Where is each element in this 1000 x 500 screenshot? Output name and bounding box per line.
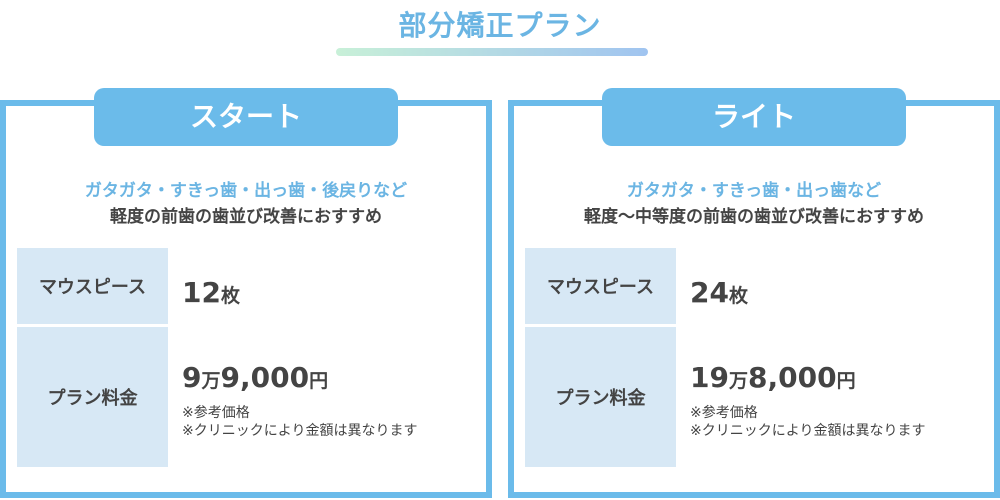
plan-card-start: ガタガタ・すきっ歯・出っ歯・後戻りなど 軽度の前歯の歯並び改善におすすめ マウス…	[0, 100, 492, 498]
title-underline	[336, 48, 648, 56]
mouthpiece-count: 12枚	[182, 276, 240, 309]
price-label: プラン料金	[525, 327, 676, 467]
plan-recommend: 軽度の前歯の歯並び改善におすすめ	[110, 207, 382, 227]
plan-name-light: ライト	[602, 88, 906, 146]
plan-name-start: スタート	[94, 88, 398, 146]
plan-price: 9万9,000円	[182, 361, 329, 394]
price-note: ※参考価格 ※クリニックにより金額は異なります	[182, 405, 418, 439]
mouthpiece-label: マウスピース	[17, 248, 168, 324]
plan-price: 19万8,000円	[690, 361, 856, 394]
mouthpiece-count: 24枚	[690, 276, 748, 309]
price-label: プラン料金	[17, 327, 168, 467]
page-title: 部分矯正プラン	[398, 9, 602, 42]
plan-recommend: 軽度〜中等度の前歯の歯並び改善におすすめ	[584, 207, 924, 227]
mouthpiece-label: マウスピース	[525, 248, 676, 324]
plan-features: ガタガタ・すきっ歯・出っ歯・後戻りなど	[84, 181, 408, 201]
price-note: ※参考価格 ※クリニックにより金額は異なります	[690, 405, 926, 439]
plan-features: ガタガタ・すきっ歯・出っ歯など	[626, 181, 882, 201]
plan-card-light: ガタガタ・すきっ歯・出っ歯など 軽度〜中等度の前歯の歯並び改善におすすめ マウス…	[508, 100, 1000, 498]
